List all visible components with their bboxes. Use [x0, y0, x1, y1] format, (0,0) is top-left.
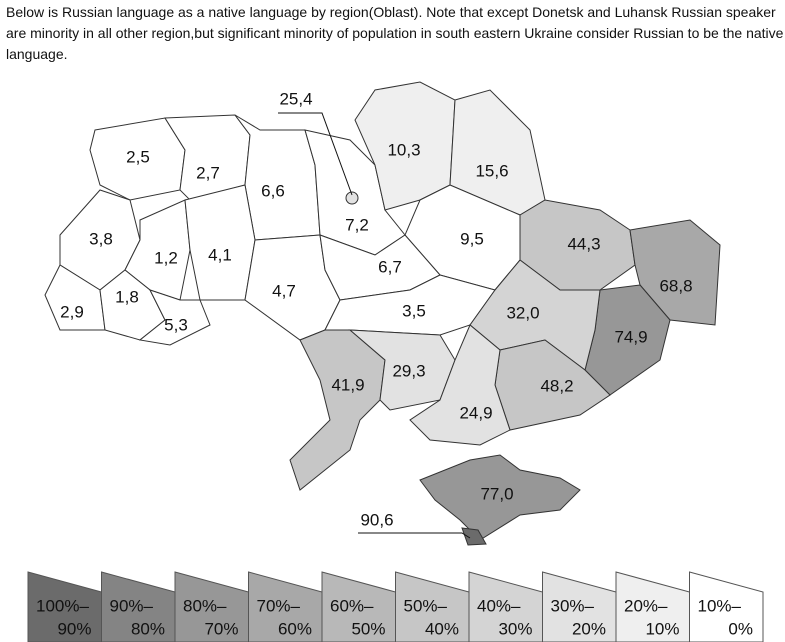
- legend-label: 20%: [572, 619, 606, 638]
- region-label: 74,9: [614, 327, 647, 346]
- legend-label: 30%–: [551, 596, 595, 615]
- region-label: 2,7: [196, 163, 220, 182]
- legend-swatch: [395, 571, 470, 642]
- region-label: 7,2: [345, 215, 369, 234]
- leader-line: [358, 532, 471, 539]
- legend-swatch: [615, 571, 690, 642]
- legend-label: 30%: [498, 619, 532, 638]
- region-label: 1,2: [154, 248, 178, 267]
- legend-label: 90%: [57, 619, 91, 638]
- legend-swatch: [101, 571, 176, 642]
- region: [348, 329, 456, 411]
- region-label: 10,3: [387, 140, 420, 159]
- legend-label: 90%–: [110, 596, 154, 615]
- legend-label: 100%–: [36, 596, 89, 615]
- legend-swatch: [468, 571, 543, 642]
- region-label: 6,7: [378, 257, 402, 276]
- legend-swatch: [689, 571, 764, 642]
- region-label: 2,9: [60, 302, 84, 321]
- leader-line: [278, 112, 353, 196]
- region-label: 2,5: [126, 147, 150, 166]
- legend-label: 50%–: [404, 596, 448, 615]
- region-label: 1,8: [115, 287, 139, 306]
- region-label: 9,5: [460, 229, 484, 248]
- region: [629, 219, 721, 326]
- region-label: 5,3: [164, 315, 188, 334]
- legend-label: 40%: [425, 619, 459, 638]
- legend-swatch: [27, 571, 102, 642]
- region: [289, 329, 386, 491]
- region-label: 15,6: [475, 161, 508, 180]
- legend-label: 20%–: [624, 596, 668, 615]
- region-label: 3,8: [89, 229, 113, 248]
- region-label: 77,0: [480, 484, 513, 503]
- region: [419, 454, 581, 541]
- region-label: 90,6: [360, 510, 393, 529]
- region: [461, 527, 487, 546]
- region-label: 68,8: [659, 276, 692, 295]
- legend-label: 60%–: [330, 596, 374, 615]
- region-label: 24,9: [459, 403, 492, 422]
- legend-swatch: [542, 571, 617, 642]
- region-label: 48,2: [540, 376, 573, 395]
- region-label: 32,0: [506, 303, 539, 322]
- legend-label: 60%: [278, 619, 312, 638]
- legend-swatch: [248, 571, 323, 642]
- region: [409, 324, 511, 446]
- description: Below is Russian language as a native la…: [6, 4, 784, 62]
- legend-label: 80%: [131, 619, 165, 638]
- region-label: 25,4: [279, 89, 312, 108]
- legend-label: 10%: [645, 619, 679, 638]
- legend-label: 70%: [204, 619, 238, 638]
- region-label: 41,9: [331, 375, 364, 394]
- region-label: 4,1: [208, 245, 232, 264]
- region: [345, 191, 359, 205]
- region-label: 29,3: [392, 361, 425, 380]
- region-label: 4,7: [272, 281, 296, 300]
- region-label: 6,6: [261, 181, 285, 200]
- legend-label: 80%–: [183, 596, 227, 615]
- legend-label: 50%: [351, 619, 385, 638]
- legend-label: 10%–: [698, 596, 742, 615]
- region-label: 3,5: [402, 301, 426, 320]
- region-label: 44,3: [567, 234, 600, 253]
- legend-swatch: [321, 571, 396, 642]
- legend-label: 40%–: [477, 596, 521, 615]
- legend-label: 0%: [728, 619, 753, 638]
- region: [138, 289, 211, 346]
- legend-swatch: [174, 571, 249, 642]
- legend-label: 70%–: [257, 596, 301, 615]
